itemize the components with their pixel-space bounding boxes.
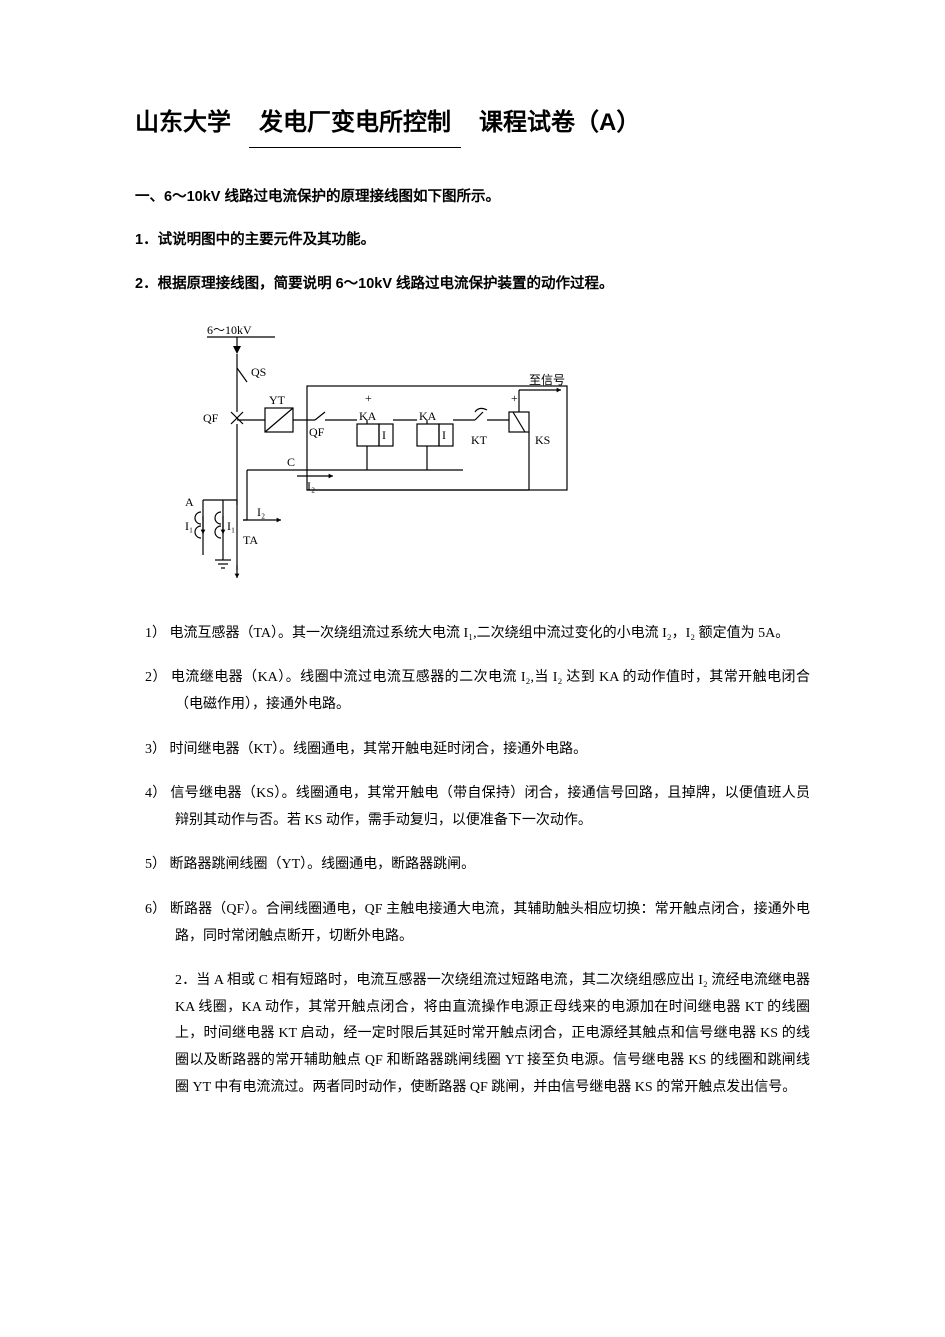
circuit-diagram: 6～10kV QS QF YT QF KA I KA I KT + + KS 至信号 C I₂ A I₁ I₁ TA I…: [157, 320, 810, 591]
question-intro: 一、6～10kV 线路过电流保护的原理接线图如下图所示。: [135, 184, 810, 212]
answer-text: 电流互感器（TA）。其一次绕组流过系统大电流 I₁,二次绕组中流过变化的小电流 …: [170, 626, 790, 641]
svg-text:I: I: [442, 428, 446, 442]
question-sub2: 2．根据原理接线图，简要说明 6～10kV 线路过电流保护装置的动作过程。: [135, 271, 810, 299]
answer-text: 信号继电器（KS）。线圈通电，其常开触电（带自保持）闭合，接通信号回路，且掉牌，…: [170, 786, 810, 828]
answer-num: 4）: [145, 786, 167, 801]
svg-text:QF: QF: [203, 411, 219, 425]
title-university: 山东大学: [135, 109, 231, 136]
answer-num: 1）: [145, 626, 166, 641]
answer-item: 2） 电流继电器（KA）。线圈中流过电流互感器的二次电流 I₂,当 I₂ 达到 …: [135, 665, 810, 718]
svg-text:TA: TA: [243, 533, 258, 547]
answer-text: 电流继电器（KA）。线圈中流过电流互感器的二次电流 I₂,当 I₂ 达到 KA …: [171, 670, 810, 712]
answer-item: 6） 断路器（QF）。合闸线圈通电，QF 主触电接通大电流，其辅助触头相应切换：…: [135, 897, 810, 950]
svg-text:I: I: [382, 428, 386, 442]
answer-num: 2）: [145, 670, 167, 685]
answer-item: 4） 信号继电器（KS）。线圈通电，其常开触电（带自保持）闭合，接通信号回路，且…: [135, 781, 810, 834]
svg-text:YT: YT: [269, 393, 286, 407]
svg-text:I₂: I₂: [307, 479, 315, 493]
answer-num: 5）: [145, 857, 166, 872]
answers-section: 1） 电流互感器（TA）。其一次绕组流过系统大电流 I₁,二次绕组中流过变化的小…: [135, 621, 810, 1101]
exam-title: 山东大学发电厂变电所控制课程试卷（A）: [135, 100, 810, 148]
svg-text:QF: QF: [309, 425, 325, 439]
title-suffix: 课程试卷（A）: [479, 109, 640, 136]
answer-num: 3）: [145, 742, 166, 757]
svg-text:KA: KA: [359, 409, 377, 423]
answer-text: 时间继电器（KT）。线圈通电，其常开触电延时闭合，接通外电路。: [170, 742, 588, 757]
svg-text:KS: KS: [535, 433, 550, 447]
svg-text:C: C: [287, 455, 295, 469]
answer-item: 1） 电流互感器（TA）。其一次绕组流过系统大电流 I₁,二次绕组中流过变化的小…: [135, 621, 810, 648]
answer-item: 3） 时间继电器（KT）。线圈通电，其常开触电延时闭合，接通外电路。: [135, 737, 810, 764]
answer-num: 6）: [145, 902, 166, 917]
answer-item: 5） 断路器跳闸线圈（YT）。线圈通电，断路器跳闸。: [135, 852, 810, 879]
svg-text:+: +: [365, 391, 372, 405]
answer-text: 断路器（QF）。合闸线圈通电，QF 主触电接通大电流，其辅助触头相应切换：常开触…: [170, 902, 810, 944]
question-sub1: 1．试说明图中的主要元件及其功能。: [135, 227, 810, 255]
svg-text:A: A: [185, 495, 194, 509]
title-course: 发电厂变电所控制: [249, 100, 461, 148]
svg-text:I₂: I₂: [257, 505, 265, 519]
answer-text: 断路器跳闸线圈（YT）。线圈通电，断路器跳闸。: [170, 857, 476, 872]
svg-text:KT: KT: [471, 433, 488, 447]
svg-text:I₁: I₁: [227, 519, 235, 533]
svg-text:至信号: 至信号: [529, 373, 565, 387]
answer-part2: 2．当 A 相或 C 相有短路时，电流互感器一次绕组流过短路电流，其二次绕组感应…: [135, 968, 810, 1101]
svg-text:QS: QS: [251, 365, 266, 379]
svg-text:I₁: I₁: [185, 519, 193, 533]
svg-text:+: +: [511, 391, 518, 405]
svg-text:KA: KA: [419, 409, 437, 423]
circuit-svg: 6～10kV QS QF YT QF KA I KA I KT + + KS 至信号 C I₂ A I₁ I₁ TA I…: [157, 320, 577, 580]
svg-text:6～10kV: 6～10kV: [207, 323, 252, 337]
